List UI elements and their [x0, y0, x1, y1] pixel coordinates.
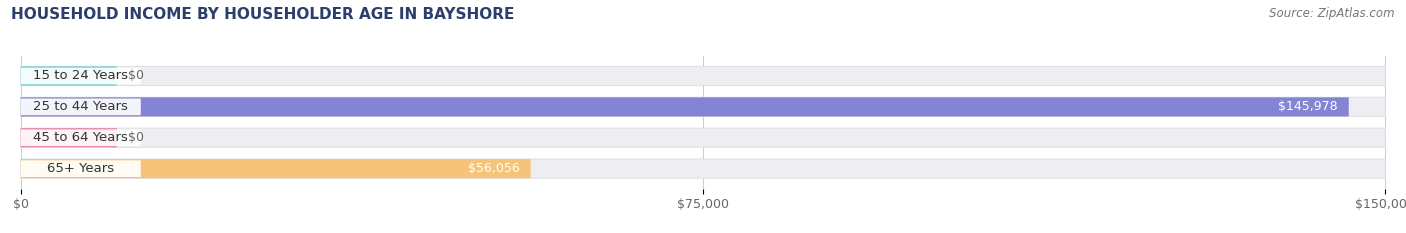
Text: 25 to 44 Years: 25 to 44 Years — [34, 100, 128, 113]
FancyBboxPatch shape — [21, 160, 141, 177]
FancyBboxPatch shape — [21, 66, 1385, 86]
FancyBboxPatch shape — [21, 68, 141, 84]
FancyBboxPatch shape — [21, 97, 1385, 116]
Text: $56,056: $56,056 — [468, 162, 520, 175]
FancyBboxPatch shape — [21, 159, 1385, 178]
Text: 65+ Years: 65+ Years — [48, 162, 114, 175]
FancyBboxPatch shape — [21, 99, 141, 115]
Text: 15 to 24 Years: 15 to 24 Years — [34, 69, 128, 82]
FancyBboxPatch shape — [21, 128, 1385, 147]
Text: $0: $0 — [128, 69, 143, 82]
Text: HOUSEHOLD INCOME BY HOUSEHOLDER AGE IN BAYSHORE: HOUSEHOLD INCOME BY HOUSEHOLDER AGE IN B… — [11, 7, 515, 22]
Text: 45 to 64 Years: 45 to 64 Years — [34, 131, 128, 144]
Text: Source: ZipAtlas.com: Source: ZipAtlas.com — [1270, 7, 1395, 20]
FancyBboxPatch shape — [21, 66, 117, 86]
FancyBboxPatch shape — [21, 128, 117, 147]
FancyBboxPatch shape — [21, 159, 530, 178]
Text: $0: $0 — [128, 131, 143, 144]
Text: $145,978: $145,978 — [1278, 100, 1339, 113]
FancyBboxPatch shape — [21, 97, 1348, 116]
FancyBboxPatch shape — [21, 129, 141, 146]
